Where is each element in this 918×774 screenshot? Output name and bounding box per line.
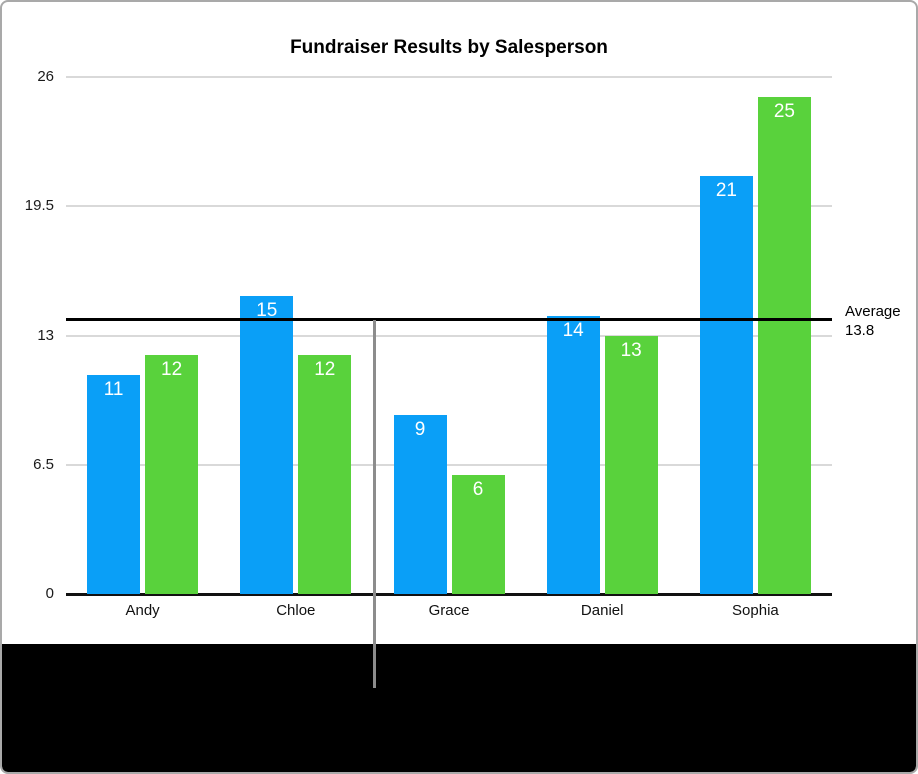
bar-green-series-daniel[interactable]: 13	[604, 335, 658, 594]
y-axis-tick-label: 13	[37, 326, 54, 344]
bar-blue-series-andy[interactable]: 11	[87, 375, 141, 594]
gridline-6.5	[66, 463, 832, 466]
bar-green-series-andy[interactable]: 12	[145, 355, 199, 594]
bar-value-label: 14	[562, 319, 584, 341]
footer-black-band	[2, 644, 916, 772]
bar-value-label: 13	[620, 339, 642, 361]
gridline-13	[66, 334, 832, 337]
bar-blue-series-chloe[interactable]: 15	[240, 295, 294, 594]
average-label-value: 13.8	[845, 322, 875, 339]
bar-blue-series-daniel[interactable]: 14	[546, 315, 600, 594]
bar-value-label: 6	[472, 478, 484, 500]
chart-title: Fundraiser Results by Salesperson	[290, 37, 608, 58]
average-label-text: Average	[845, 303, 901, 320]
average-reference-line[interactable]	[66, 318, 832, 322]
bar-value-label: 15	[256, 299, 278, 321]
gridline-26	[66, 76, 832, 78]
x-axis-category-label: Chloe	[276, 602, 316, 619]
y-axis-tick-label: 26	[37, 68, 54, 85]
x-axis-category-label: Daniel	[580, 602, 624, 619]
divider-line	[373, 320, 377, 689]
bar-value-label: 12	[314, 359, 336, 381]
bar-blue-series-grace[interactable]: 9	[393, 415, 447, 594]
x-axis-line	[66, 593, 832, 596]
x-axis-category-label: Sophia	[732, 602, 779, 619]
bar-value-label: 25	[773, 100, 795, 122]
bar-value-label: 12	[161, 359, 183, 381]
bar-value-label: 9	[414, 419, 426, 441]
bar-value-label: 21	[715, 180, 737, 202]
bar-blue-series-sophia[interactable]: 21	[699, 176, 753, 594]
y-axis-tick-label: 6.5	[33, 455, 54, 473]
x-axis-category-label: Andy	[125, 602, 160, 619]
gridline-19.5	[66, 205, 832, 208]
bar-value-label: 11	[103, 379, 124, 401]
y-axis-tick-label: 0	[45, 585, 54, 602]
bar-green-series-sophia[interactable]: 25	[757, 96, 811, 594]
y-axis-tick-label: 19.5	[24, 197, 54, 215]
average-line-label: Average 13.8	[845, 302, 901, 340]
bar-green-series-grace[interactable]: 6	[451, 474, 505, 594]
bar-green-series-chloe[interactable]: 12	[298, 355, 352, 594]
x-axis-category-label: Grace	[428, 602, 470, 619]
